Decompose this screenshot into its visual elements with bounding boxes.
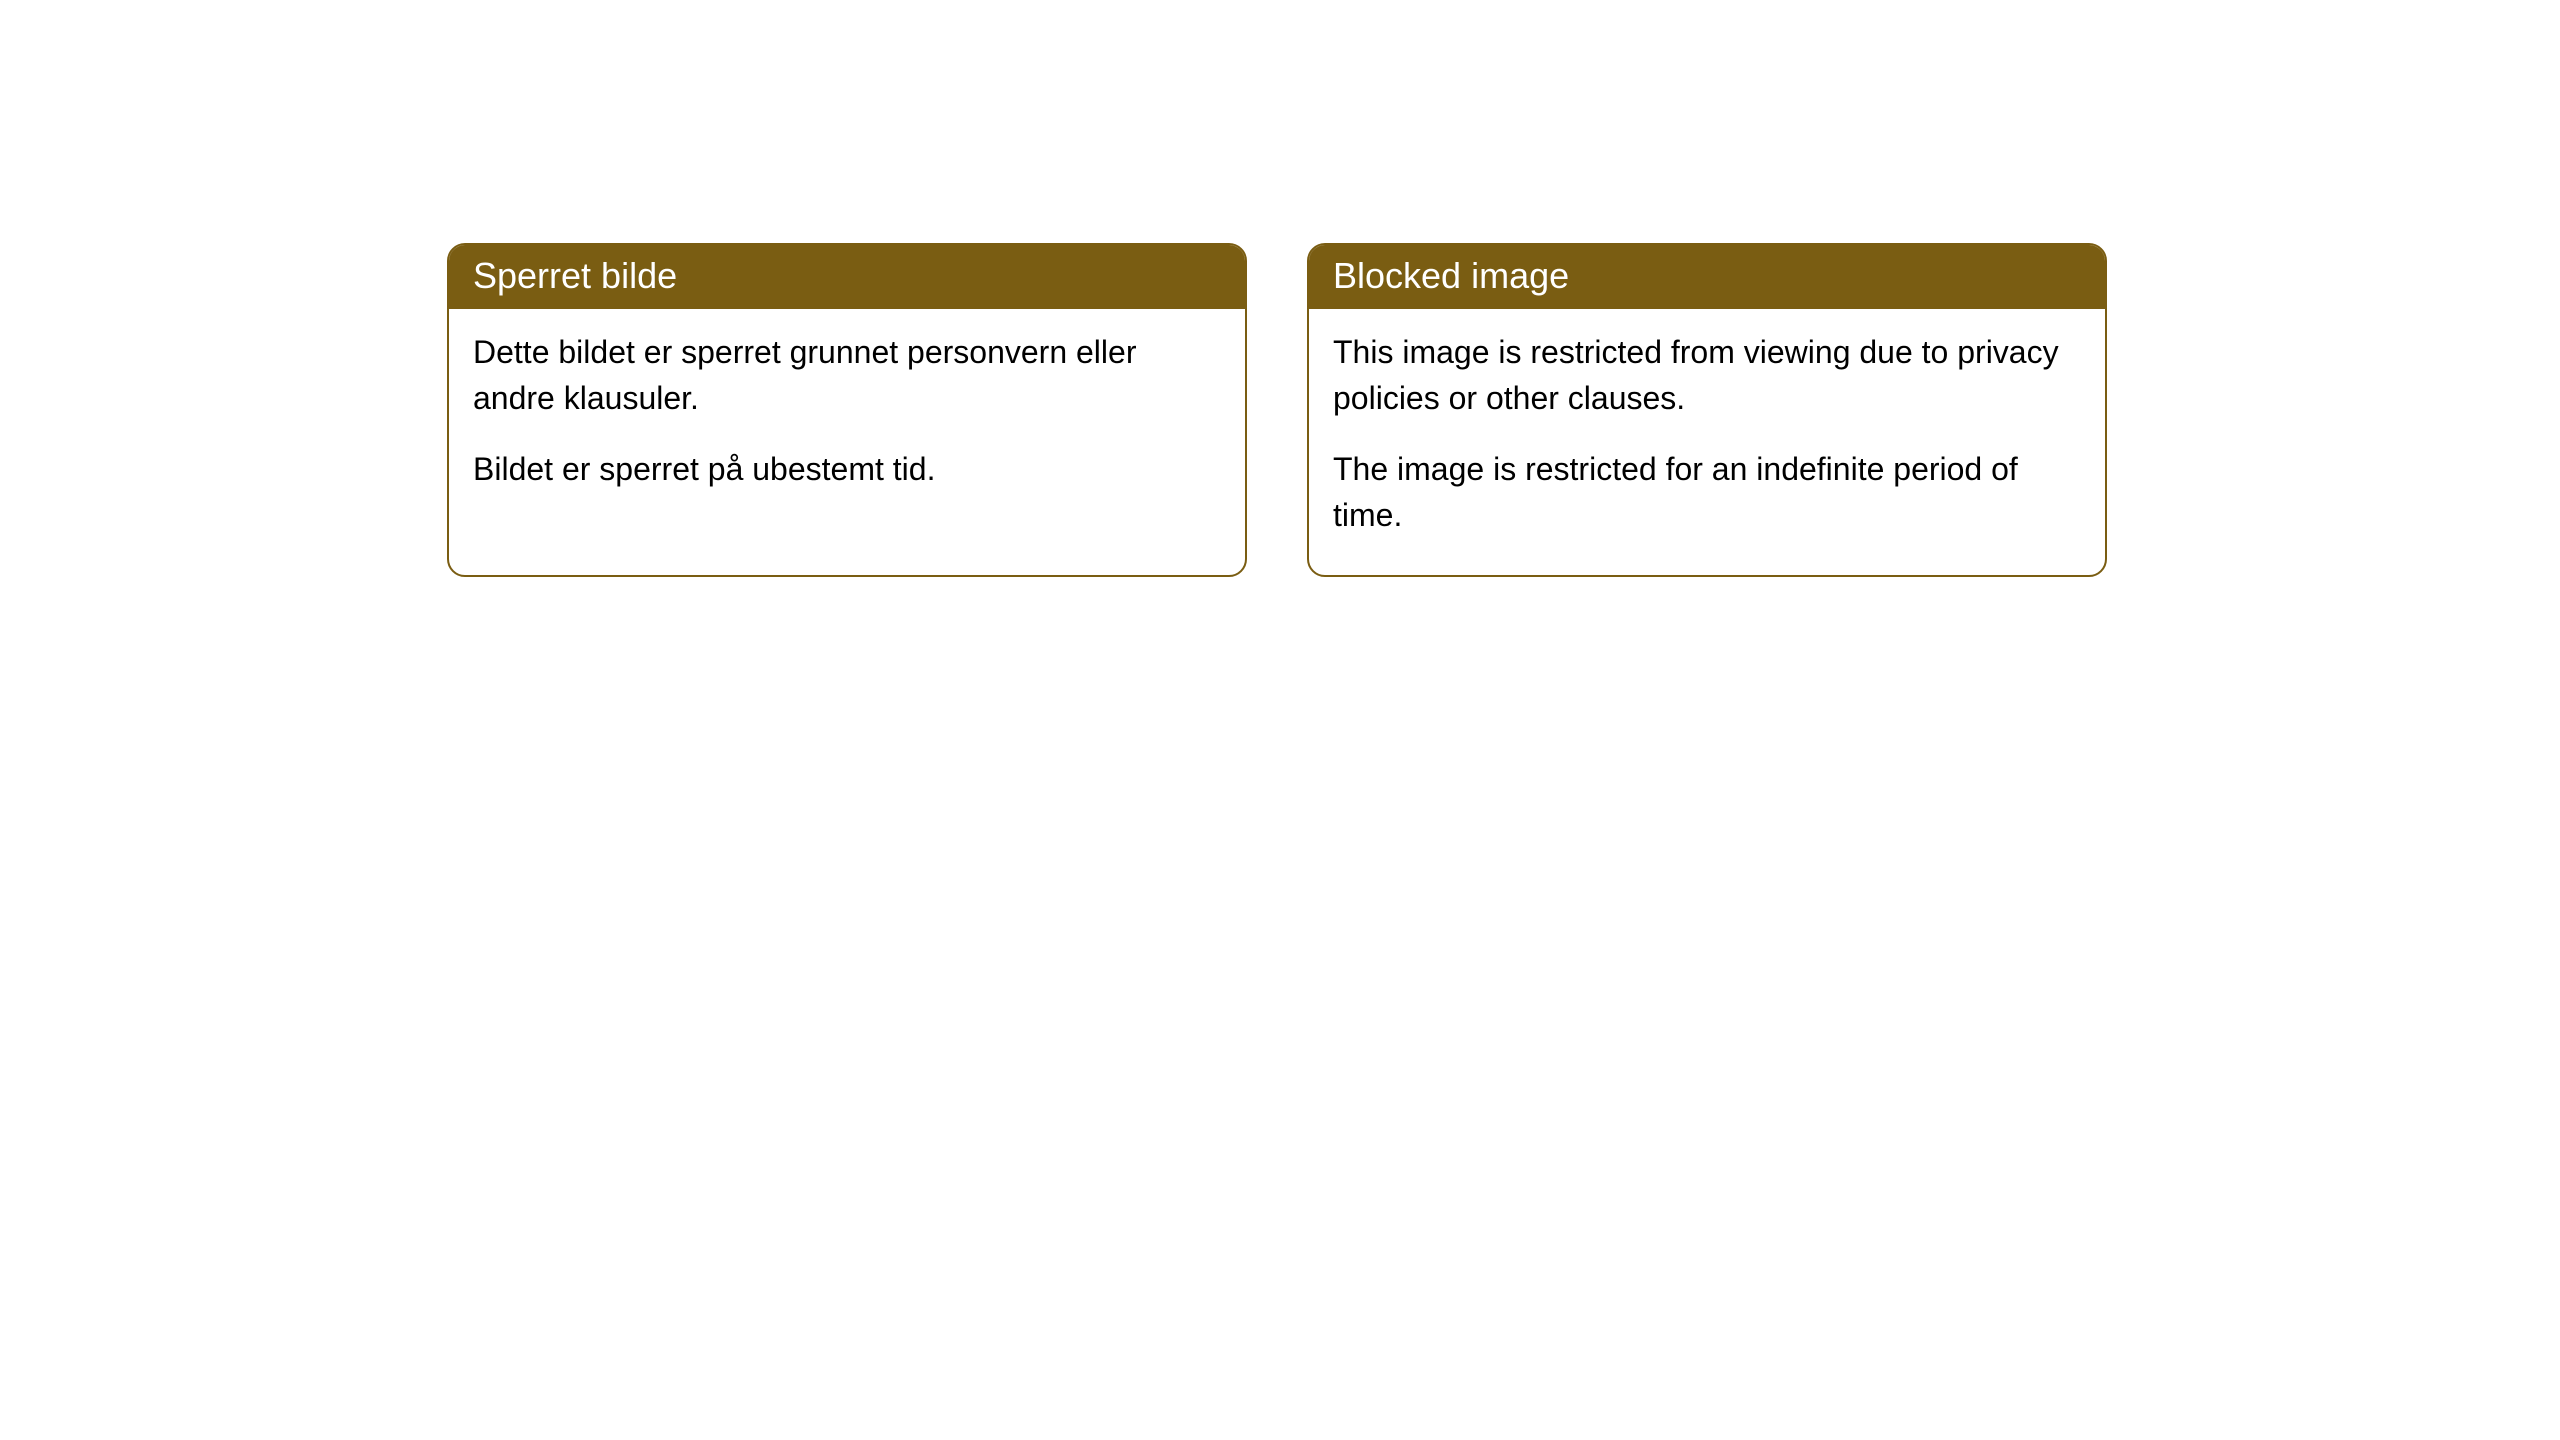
card-paragraph-2-en: The image is restricted for an indefinit… xyxy=(1333,446,2081,539)
cards-container: Sperret bilde Dette bildet er sperret gr… xyxy=(447,243,2107,577)
blocked-image-card-en: Blocked image This image is restricted f… xyxy=(1307,243,2107,577)
card-header-no: Sperret bilde xyxy=(449,245,1245,309)
card-body-no: Dette bildet er sperret grunnet personve… xyxy=(449,309,1245,528)
blocked-image-card-no: Sperret bilde Dette bildet er sperret gr… xyxy=(447,243,1247,577)
card-paragraph-1-no: Dette bildet er sperret grunnet personve… xyxy=(473,329,1221,422)
card-body-en: This image is restricted from viewing du… xyxy=(1309,309,2105,575)
card-paragraph-2-no: Bildet er sperret på ubestemt tid. xyxy=(473,446,1221,492)
card-header-en: Blocked image xyxy=(1309,245,2105,309)
card-paragraph-1-en: This image is restricted from viewing du… xyxy=(1333,329,2081,422)
